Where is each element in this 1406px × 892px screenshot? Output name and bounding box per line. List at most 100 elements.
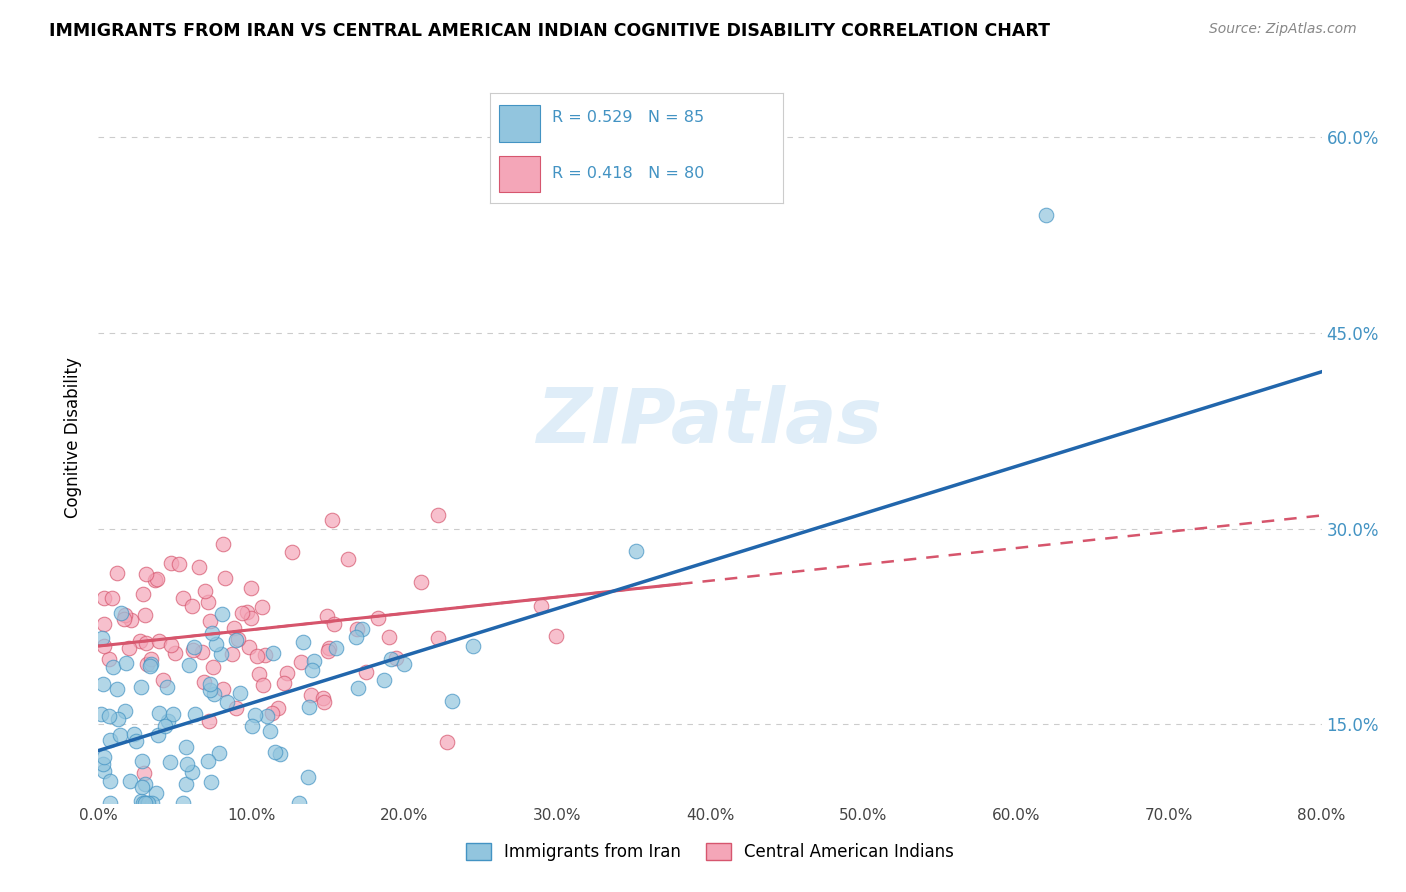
Point	[239, 582, 262, 596]
Point	[205, 637, 228, 651]
Point	[93, 764, 115, 778]
Point	[98, 796, 121, 810]
Point	[134, 777, 156, 791]
Point	[114, 704, 136, 718]
Point	[131, 780, 153, 794]
Point	[436, 735, 458, 749]
Point	[146, 727, 169, 741]
Point	[201, 660, 224, 674]
Point	[229, 686, 252, 700]
Point	[134, 607, 156, 622]
Point	[157, 714, 180, 729]
Point	[181, 765, 204, 780]
Text: Source: ZipAtlas.com: Source: ZipAtlas.com	[1209, 22, 1357, 37]
Point	[141, 657, 163, 671]
Point	[132, 796, 155, 810]
Y-axis label: Cognitive Disability: Cognitive Disability	[65, 357, 83, 517]
Point	[107, 712, 129, 726]
Point	[136, 657, 159, 671]
Point	[235, 606, 257, 620]
Point	[321, 513, 343, 527]
Point	[197, 754, 219, 768]
Point	[135, 567, 157, 582]
Point	[281, 545, 304, 559]
Point	[101, 591, 124, 606]
Point	[240, 719, 263, 733]
Point	[132, 765, 155, 780]
Point	[129, 794, 152, 808]
Point	[131, 680, 153, 694]
Point	[298, 700, 321, 714]
Point	[212, 682, 235, 697]
Point	[93, 616, 115, 631]
Point	[378, 630, 401, 644]
Point	[135, 636, 157, 650]
Point	[202, 687, 225, 701]
Point	[314, 694, 336, 708]
Point	[221, 647, 243, 661]
Point	[247, 667, 270, 681]
Point	[159, 756, 181, 770]
Point	[193, 674, 215, 689]
Point	[367, 611, 389, 625]
Point	[177, 657, 200, 672]
Point	[427, 508, 450, 522]
Point	[297, 770, 319, 784]
Text: IMMIGRANTS FROM IRAN VS CENTRAL AMERICAN INDIAN COGNITIVE DISABILITY CORRELATION: IMMIGRANTS FROM IRAN VS CENTRAL AMERICAN…	[49, 22, 1050, 40]
Point	[162, 707, 184, 722]
Point	[225, 701, 247, 715]
Point	[129, 634, 152, 648]
Point	[117, 640, 139, 655]
Point	[184, 707, 207, 722]
Point	[530, 599, 553, 613]
Point	[222, 621, 245, 635]
Point	[167, 557, 190, 571]
Point	[354, 665, 377, 679]
Point	[105, 566, 128, 580]
Point	[198, 677, 221, 691]
Point	[156, 680, 179, 694]
Point	[172, 796, 194, 810]
Point	[93, 757, 115, 772]
Point	[194, 583, 217, 598]
Point	[273, 676, 295, 690]
Point	[344, 630, 367, 644]
Point	[346, 622, 368, 636]
Point	[231, 607, 253, 621]
Point	[98, 652, 121, 666]
Point	[103, 660, 125, 674]
Point	[226, 632, 249, 647]
Point	[160, 638, 183, 652]
Point	[225, 632, 247, 647]
Point	[254, 648, 277, 663]
Point	[238, 640, 260, 654]
Point	[93, 591, 115, 606]
Point	[318, 641, 340, 656]
Point	[91, 677, 114, 691]
Point	[269, 747, 291, 761]
Point	[292, 634, 315, 648]
Point	[252, 678, 274, 692]
Point	[124, 734, 146, 748]
Point	[346, 681, 368, 695]
Point	[93, 639, 115, 653]
Point	[262, 646, 284, 660]
Point	[197, 714, 219, 728]
Point	[246, 648, 269, 663]
Point	[301, 663, 323, 677]
Point	[148, 706, 170, 721]
Point	[211, 607, 233, 621]
Point	[183, 640, 205, 655]
Point	[135, 796, 157, 810]
Point	[262, 706, 284, 720]
Point	[141, 652, 163, 666]
Point	[201, 625, 224, 640]
Point	[336, 551, 359, 566]
Point	[105, 682, 128, 697]
Point	[325, 640, 347, 655]
Point	[290, 655, 312, 669]
Point	[1035, 208, 1057, 222]
Point	[143, 573, 166, 587]
Point	[276, 666, 298, 681]
Point	[198, 682, 221, 697]
